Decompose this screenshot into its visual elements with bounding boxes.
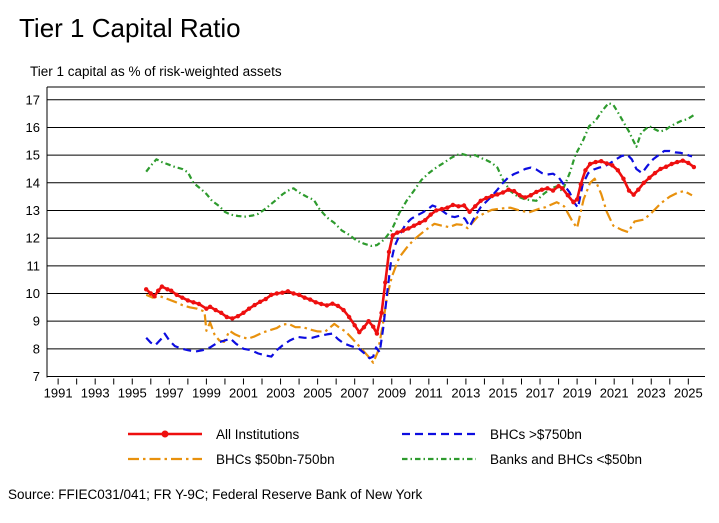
svg-text:2001: 2001	[229, 386, 258, 401]
svg-text:2005: 2005	[303, 386, 332, 401]
svg-text:8: 8	[33, 341, 40, 356]
svg-text:1997: 1997	[155, 386, 184, 401]
svg-text:2025: 2025	[674, 386, 703, 401]
legend-sample-all-institutions	[126, 426, 204, 442]
svg-text:13: 13	[26, 203, 40, 218]
svg-text:7: 7	[33, 369, 40, 384]
legend-sample-bhcs-50-750bn	[126, 451, 204, 467]
chart-ylabel-subtitle: Tier 1 capital as % of risk-weighted ass…	[30, 64, 282, 79]
svg-text:2003: 2003	[266, 386, 295, 401]
svg-text:16: 16	[26, 120, 40, 135]
svg-text:12: 12	[26, 231, 40, 246]
svg-text:1995: 1995	[118, 386, 147, 401]
svg-text:2023: 2023	[637, 386, 666, 401]
svg-text:2021: 2021	[600, 386, 629, 401]
svg-text:2019: 2019	[563, 386, 592, 401]
legend-label-all-institutions: All Institutions	[216, 426, 300, 442]
svg-text:17: 17	[26, 92, 40, 107]
svg-text:11: 11	[27, 258, 41, 273]
legend-label-bhcs-50-750bn: BHCs $50bn-750bn	[216, 451, 335, 467]
svg-text:10: 10	[26, 286, 40, 301]
svg-text:1999: 1999	[192, 386, 221, 401]
svg-text:2015: 2015	[489, 386, 518, 401]
svg-text:2007: 2007	[340, 386, 369, 401]
svg-text:15: 15	[26, 148, 40, 163]
legend-sample-bhcs-750bn	[400, 426, 478, 442]
svg-text:2011: 2011	[415, 386, 443, 401]
legend-sample-banks-under-50bn	[400, 451, 478, 467]
svg-text:2009: 2009	[377, 386, 406, 401]
svg-text:14: 14	[26, 175, 40, 190]
svg-text:9: 9	[33, 314, 40, 329]
legend-label-bhcs-750bn: BHCs >$750bn	[490, 426, 582, 442]
page-title: Tier 1 Capital Ratio	[19, 13, 241, 43]
svg-text:2013: 2013	[451, 386, 480, 401]
svg-text:1993: 1993	[81, 386, 110, 401]
chart-legend: All Institutions BHCs >$750bn BHCs $50bn…	[126, 426, 642, 467]
source-note: Source: FFIEC031/041; FR Y-9C; Federal R…	[8, 487, 423, 502]
svg-text:1991: 1991	[44, 386, 73, 401]
svg-text:2017: 2017	[526, 386, 555, 401]
legend-label-banks-under-50bn: Banks and BHCs <$50bn	[490, 451, 642, 467]
